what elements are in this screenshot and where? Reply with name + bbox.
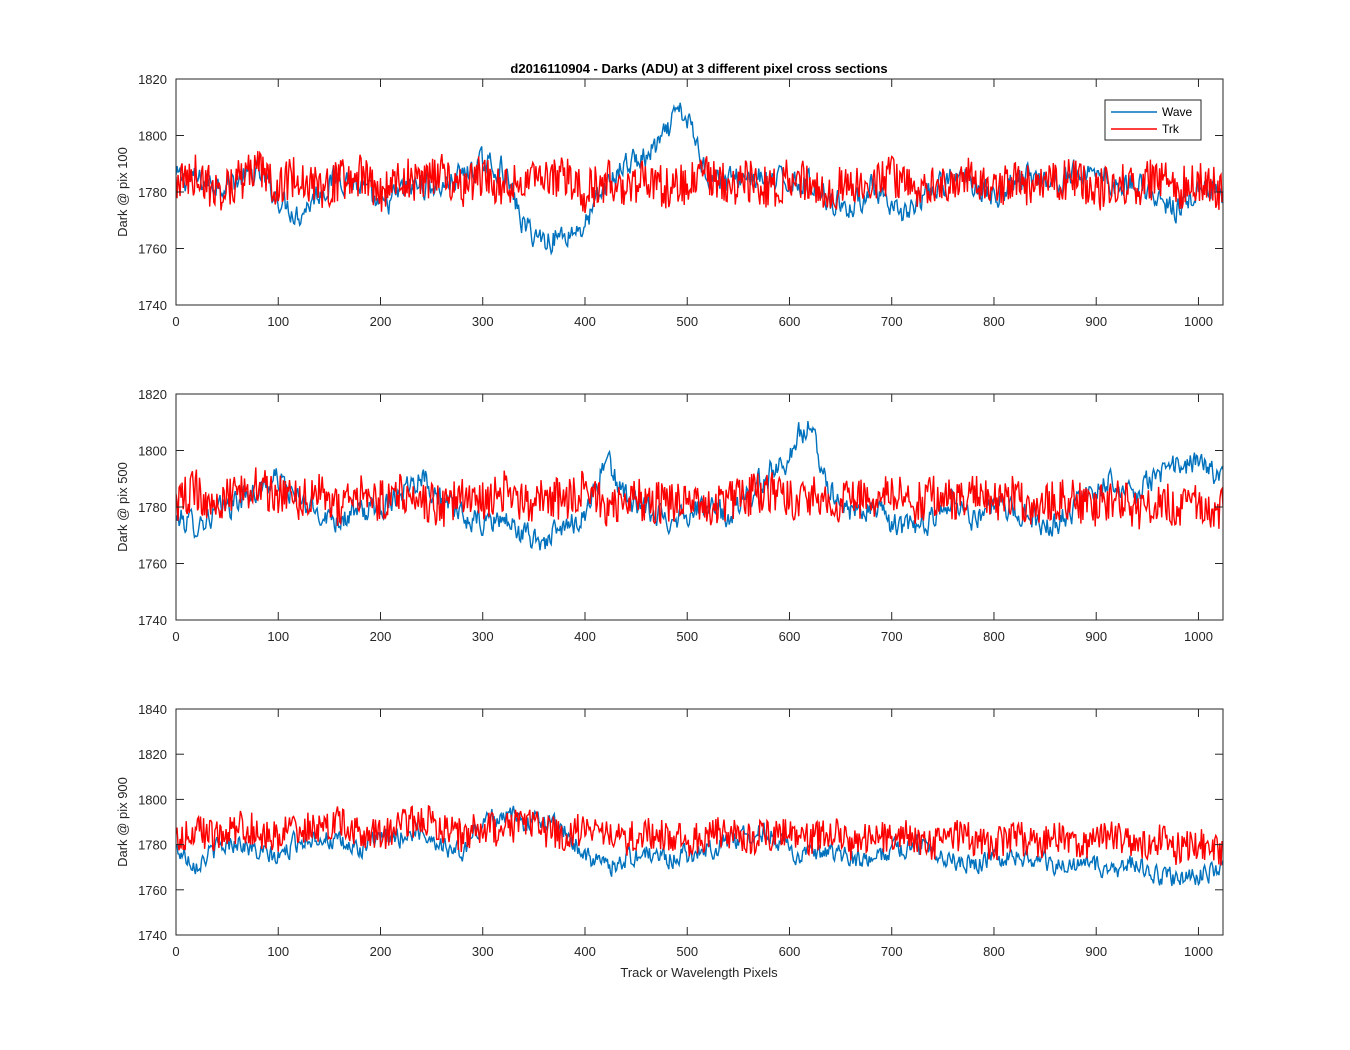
x-tick-label: 0 [172, 314, 179, 329]
y-tick-label: 1800 [138, 129, 167, 144]
legend: Wave Trk [1104, 99, 1202, 141]
x-tick-label: 900 [1085, 629, 1107, 644]
legend-label-trk: Trk [1162, 122, 1180, 136]
x-tick-label: 500 [676, 944, 698, 959]
x-tick-label: 400 [574, 944, 596, 959]
x-tick-label: 600 [779, 629, 801, 644]
y-tick-label: 1740 [138, 613, 167, 628]
x-tick-label: 100 [267, 314, 289, 329]
legend-box [1104, 99, 1202, 141]
x-tick-label: 1000 [1184, 629, 1213, 644]
x-tick-label: 800 [983, 944, 1005, 959]
x-tick-label: 600 [779, 314, 801, 329]
ylabel-pix-100: Dark @ pix 100 [115, 147, 130, 237]
y-tick-label: 1780 [138, 185, 167, 200]
y-tick-label: 1800 [138, 444, 167, 459]
x-tick-label: 100 [267, 944, 289, 959]
x-tick-label: 700 [881, 944, 903, 959]
x-tick-label: 900 [1085, 314, 1107, 329]
xlabel: Track or Wavelength Pixels [620, 965, 778, 980]
x-tick-label: 0 [172, 944, 179, 959]
x-tick-label: 200 [370, 629, 392, 644]
x-tick-label: 400 [574, 314, 596, 329]
x-tick-label: 200 [370, 944, 392, 959]
x-tick-label: 500 [676, 629, 698, 644]
x-tick-label: 200 [370, 314, 392, 329]
x-tick-label: 500 [676, 314, 698, 329]
y-tick-label: 1760 [138, 242, 167, 257]
subplot-pix-500: Dark @ pix 500 0 100 200 300 400 500 600 700 800… [115, 387, 1224, 644]
subplot-pix-900: Dark @ pix 900 0 100 200 300 400 500 600 700 800… [115, 702, 1224, 959]
legend-label-wave: Wave [1162, 105, 1193, 119]
series-trk-line [176, 804, 1223, 866]
y-tick-label: 1740 [138, 298, 167, 313]
y-tick-label: 1760 [138, 557, 167, 572]
series-wave-line [176, 421, 1223, 551]
x-tick-label: 700 [881, 314, 903, 329]
y-tick-label: 1740 [138, 928, 167, 943]
subplot-pix-100: Dark @ pix 100 0 100 200 300 400 500 600 700 800… [115, 72, 1224, 329]
series-wave-line [176, 805, 1223, 887]
y-tick-label: 1800 [138, 792, 167, 807]
y-tick-label: 1780 [138, 838, 167, 853]
y-tick-label: 1840 [138, 702, 167, 717]
x-tick-label: 800 [983, 629, 1005, 644]
x-tick-label: 300 [472, 629, 494, 644]
y-tick-label: 1820 [138, 747, 167, 762]
x-tick-label: 900 [1085, 944, 1107, 959]
x-tick-label: 300 [472, 314, 494, 329]
x-tick-label: 300 [472, 944, 494, 959]
ylabel-pix-500: Dark @ pix 500 [115, 462, 130, 552]
x-tick-label: 0 [172, 629, 179, 644]
x-tick-label: 100 [267, 629, 289, 644]
x-tick-label: 600 [779, 944, 801, 959]
axes-box [175, 708, 1224, 936]
x-tick-label: 1000 [1184, 314, 1213, 329]
series-trk-line [176, 150, 1223, 214]
y-tick-label: 1820 [138, 72, 167, 87]
x-tick-label: 400 [574, 629, 596, 644]
ylabel-pix-900: Dark @ pix 900 [115, 777, 130, 867]
y-tick-label: 1760 [138, 883, 167, 898]
y-tick-label: 1780 [138, 500, 167, 515]
series-trk-line [176, 467, 1223, 530]
x-tick-label: 800 [983, 314, 1005, 329]
x-tick-label: 1000 [1184, 944, 1213, 959]
y-tick-label: 1820 [138, 387, 167, 402]
x-tick-label: 700 [881, 629, 903, 644]
chart-title: d2016110904 - Darks (ADU) at 3 different… [510, 61, 887, 76]
